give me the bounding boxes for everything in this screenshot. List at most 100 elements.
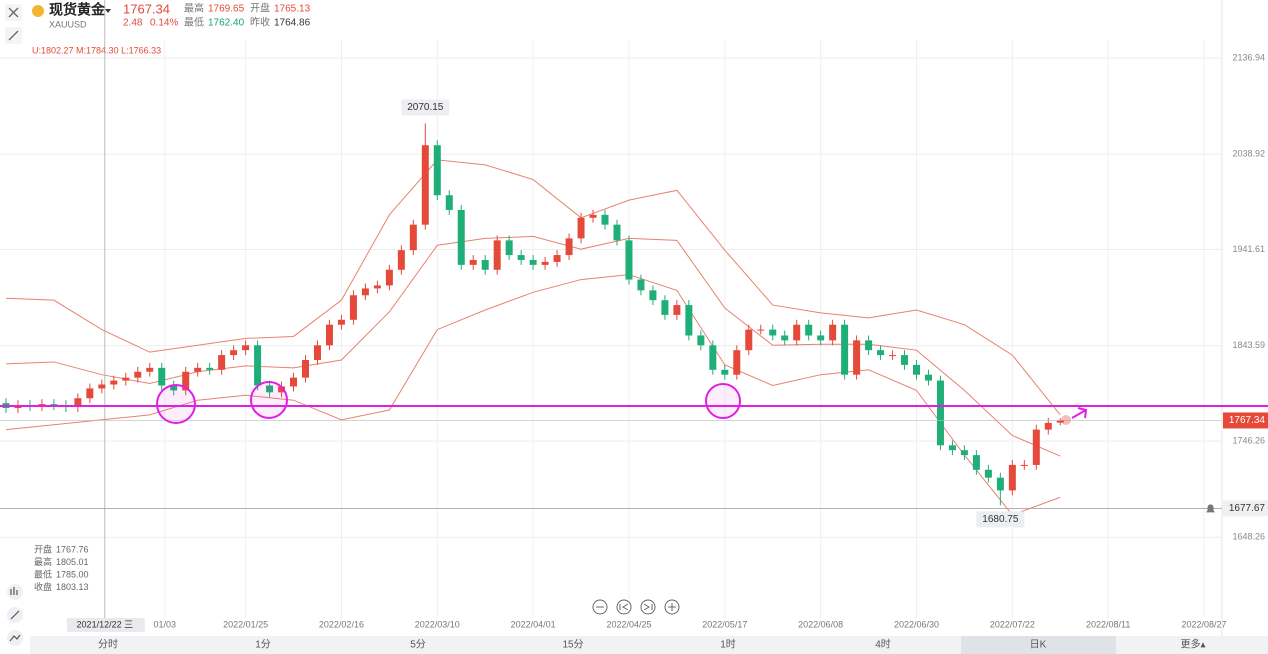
candle-body bbox=[769, 329, 777, 336]
candle-body bbox=[218, 355, 226, 370]
tab[interactable]: 1时 bbox=[720, 639, 736, 651]
ohlc-label: 开盘 bbox=[34, 543, 52, 554]
ohlc-box: 开盘 1767.76 最高 1805.01 最低 1785.00 收盘 1803.13 bbox=[34, 543, 89, 592]
last-button[interactable] bbox=[640, 599, 656, 615]
candle-body bbox=[230, 350, 238, 356]
drawn-circle bbox=[156, 384, 196, 424]
candle-body bbox=[433, 145, 441, 196]
candle-body bbox=[984, 469, 992, 478]
candle-body bbox=[637, 279, 645, 291]
candle-body bbox=[553, 255, 561, 262]
first-button[interactable] bbox=[616, 599, 632, 615]
close-icon bbox=[8, 7, 19, 18]
prev-close-label: 昨收 bbox=[250, 16, 270, 29]
candle-body bbox=[146, 367, 154, 372]
x-tick-label: 2022/02/16 bbox=[319, 619, 364, 629]
chart-tool[interactable] bbox=[7, 630, 23, 646]
open-value: 1765.13 bbox=[274, 4, 311, 15]
candle-body bbox=[625, 240, 633, 280]
x-tick-label: 2022/07/22 bbox=[990, 619, 1035, 629]
plot-area: 2136.94 2038.92 1941.61 1843.59 1746.26 1648.… bbox=[0, 0, 1268, 636]
drawn-circle bbox=[705, 383, 741, 419]
drawn-arrow bbox=[1071, 407, 1088, 419]
nav-icons bbox=[596, 603, 676, 611]
tab[interactable]: 4时 bbox=[875, 639, 891, 651]
candle-body bbox=[841, 324, 849, 375]
symbol: XAUUSD bbox=[49, 19, 87, 29]
candle-body bbox=[601, 214, 609, 225]
candle-body bbox=[86, 388, 94, 399]
crosshair-label-bg bbox=[66, 618, 145, 632]
x-tick-label: 2022/04/25 bbox=[606, 619, 651, 629]
y-tick-label: 1648.26 bbox=[1232, 532, 1265, 542]
y-tick-label: 1746.26 bbox=[1232, 436, 1265, 446]
candle-body bbox=[409, 224, 417, 251]
candle-body bbox=[757, 329, 765, 331]
high-label: 最高 bbox=[184, 2, 204, 15]
candle-body bbox=[325, 324, 333, 346]
candle-body bbox=[421, 145, 429, 225]
candle-body bbox=[781, 335, 789, 341]
candle-body bbox=[936, 380, 944, 446]
tab[interactable]: 更多▴ bbox=[1180, 638, 1205, 651]
tabs: 分时 1分 5分 15分 1时 4时 日K 更多▴ bbox=[98, 636, 1206, 654]
candle-body bbox=[913, 364, 920, 375]
candle-body bbox=[290, 377, 298, 387]
change-pct: 0.14% bbox=[150, 18, 178, 29]
tab[interactable]: 5分 bbox=[410, 639, 426, 651]
x-tick-label: 2022/06/30 bbox=[894, 619, 939, 629]
y-tick-label: 2136.94 bbox=[1232, 52, 1265, 62]
ohlc-value: 1803.13 bbox=[56, 582, 89, 592]
candle-body bbox=[134, 371, 142, 378]
tab-selected-bg bbox=[961, 636, 1116, 654]
instrument-name: 现货黄金 bbox=[49, 2, 106, 18]
x-tick-label: 2022/08/27 bbox=[1182, 619, 1227, 629]
drawn-circle bbox=[250, 381, 288, 419]
candle-body bbox=[206, 367, 214, 370]
tool-icons bbox=[9, 587, 21, 642]
candle-body bbox=[1056, 420, 1064, 423]
left-tools bbox=[7, 584, 23, 646]
candle-body bbox=[577, 217, 585, 239]
dropdown-arrow[interactable] bbox=[105, 9, 111, 13]
candle-body bbox=[278, 386, 286, 393]
indicator-values: U:1802.27 M:1784.30 L:1766.33 bbox=[32, 45, 161, 55]
change: 2.48 bbox=[123, 18, 143, 29]
candle-body bbox=[373, 285, 381, 289]
tab[interactable]: 15分 bbox=[562, 639, 583, 651]
candle-body bbox=[302, 359, 309, 378]
tab[interactable]: 分时 bbox=[98, 639, 118, 651]
candle-body bbox=[685, 305, 693, 336]
max-label-bg bbox=[401, 99, 450, 116]
min-label: 1680.75 bbox=[982, 514, 1019, 525]
alert-label: 1677.67 bbox=[1229, 503, 1266, 514]
candle-body bbox=[337, 319, 345, 325]
x-tick-label: 2022/04/01 bbox=[511, 619, 556, 629]
max-label: 2070.15 bbox=[407, 102, 444, 113]
candle-body bbox=[385, 269, 393, 286]
candle-body bbox=[960, 450, 968, 456]
candle-body bbox=[361, 288, 369, 296]
open-label: 开盘 bbox=[250, 2, 270, 15]
last-price-label: 1767.34 bbox=[1229, 415, 1266, 426]
candle-body bbox=[505, 240, 513, 256]
gold-icon bbox=[32, 5, 44, 17]
candle-body bbox=[517, 255, 525, 260]
candle-body bbox=[1020, 464, 1028, 466]
tab[interactable]: 日K bbox=[1030, 640, 1047, 651]
candle-body bbox=[805, 324, 813, 336]
candle-body bbox=[74, 398, 82, 408]
ohlc-label: 收盘 bbox=[34, 581, 52, 592]
candle-body bbox=[254, 345, 262, 386]
y-tick-label: 1941.61 bbox=[1232, 244, 1265, 254]
candle-body bbox=[110, 380, 118, 385]
candle-body bbox=[457, 209, 465, 265]
candle-body bbox=[865, 340, 873, 351]
candle-body bbox=[158, 367, 166, 386]
tab[interactable]: 1分 bbox=[255, 639, 271, 651]
candle-body bbox=[1032, 429, 1040, 465]
indicator-tool[interactable] bbox=[7, 584, 23, 600]
candle-body bbox=[266, 385, 274, 393]
candle-body bbox=[98, 384, 106, 389]
candle-body bbox=[889, 355, 897, 357]
